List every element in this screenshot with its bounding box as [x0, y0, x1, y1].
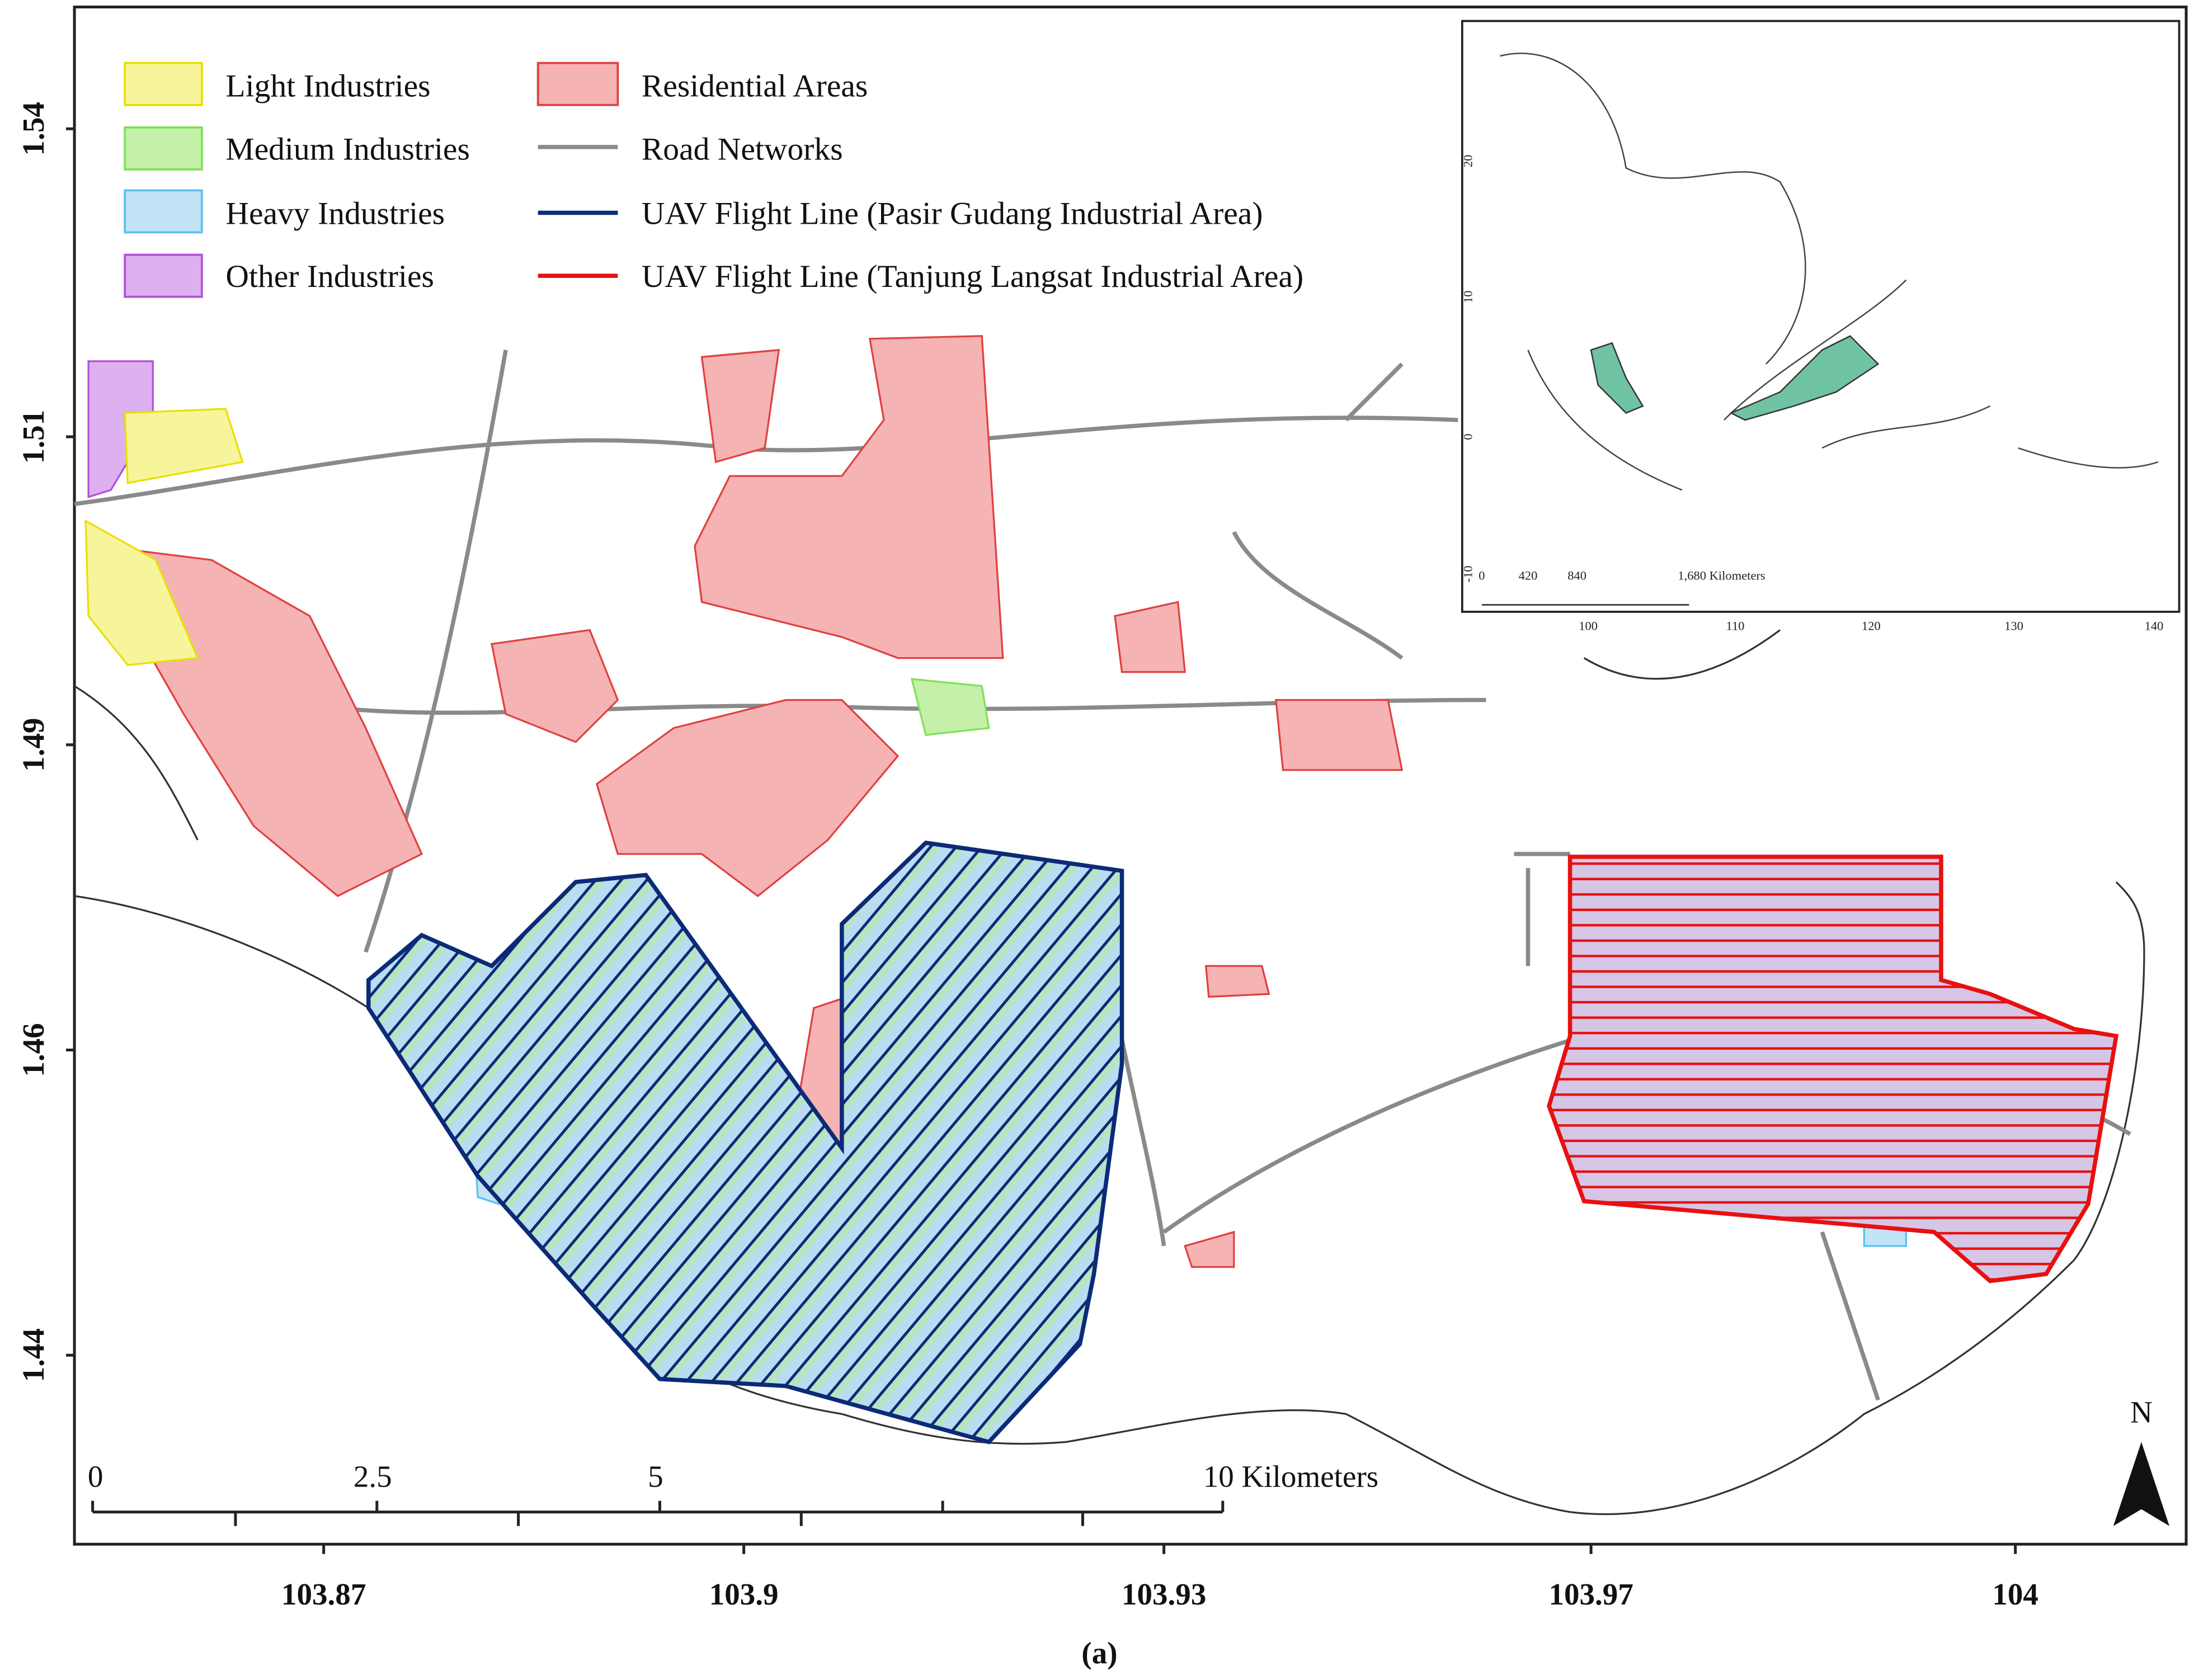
legend-label: Medium Industries — [225, 131, 469, 167]
legend-label: Light Industries — [225, 69, 430, 104]
legend-label: Other Industries — [225, 259, 434, 294]
legend-label: Road Networks — [642, 131, 843, 167]
legend-swatch — [536, 62, 619, 106]
legend-swatch — [124, 253, 203, 298]
inset-frame — [1461, 20, 2181, 613]
inset-coastline — [1500, 53, 2159, 491]
inset-peninsular-malaysia — [1590, 342, 1644, 414]
legend-label: Heavy Industries — [225, 196, 445, 232]
inset-scale-label: 0 — [1478, 568, 1485, 582]
scale-label: 2.5 — [354, 1460, 392, 1494]
north-label: N — [2130, 1395, 2153, 1429]
uav-flight-area-tanjung-langsat — [1547, 855, 2119, 1283]
inset-map — [1461, 20, 2181, 613]
inset-y-label: 10 — [1461, 290, 1475, 303]
inset-x-label: 130 — [2004, 619, 2023, 633]
y-tick-label: 1.44 — [16, 1328, 50, 1382]
x-tick-label: 103.9 — [709, 1577, 779, 1611]
x-tick-label: 103.97 — [1548, 1577, 1633, 1611]
uav-flight-area-pasir-gudang — [366, 841, 1124, 1445]
x-tick-label: 104 — [1992, 1577, 2038, 1611]
inset-x-label: 140 — [2145, 619, 2164, 633]
inset-scale-label: 420 — [1519, 568, 1538, 582]
y-tick-label: 1.49 — [16, 718, 50, 772]
legend — [124, 62, 619, 298]
caption: (a) — [1081, 1636, 1117, 1670]
scale-label: 0 — [88, 1460, 103, 1494]
scale-label: 10 Kilometers — [1203, 1460, 1379, 1494]
legend-swatch — [124, 189, 203, 234]
inset-x-label: 120 — [1862, 619, 1881, 633]
inset-x-label: 110 — [1726, 619, 1745, 633]
inset-y-label: 20 — [1461, 155, 1475, 168]
y-tick-label: 1.54 — [16, 102, 50, 155]
inset-east-malaysia — [1729, 335, 1880, 421]
scale-label: 5 — [648, 1460, 663, 1494]
inset-scale-label: 840 — [1567, 568, 1586, 582]
inset-y-label: 0 — [1461, 433, 1475, 440]
inset-y-label: -10 — [1461, 565, 1475, 582]
legend-swatch — [124, 62, 203, 106]
y-tick-label: 1.46 — [16, 1023, 50, 1077]
legend-swatch — [124, 126, 203, 171]
legend-label: UAV Flight Line (Pasir Gudang Industrial… — [642, 196, 1263, 232]
y-tick-label: 1.51 — [16, 410, 50, 464]
inset-scale-label: 1,680 Kilometers — [1678, 568, 1765, 582]
x-tick-label: 103.87 — [281, 1577, 366, 1611]
north-arrow — [2113, 1442, 2170, 1526]
x-tick-label: 103.93 — [1122, 1577, 1206, 1611]
legend-label: UAV Flight Line (Tanjung Langsat Industr… — [642, 259, 1303, 294]
legend-label: Residential Areas — [642, 69, 868, 104]
inset-x-label: 100 — [1579, 619, 1598, 633]
